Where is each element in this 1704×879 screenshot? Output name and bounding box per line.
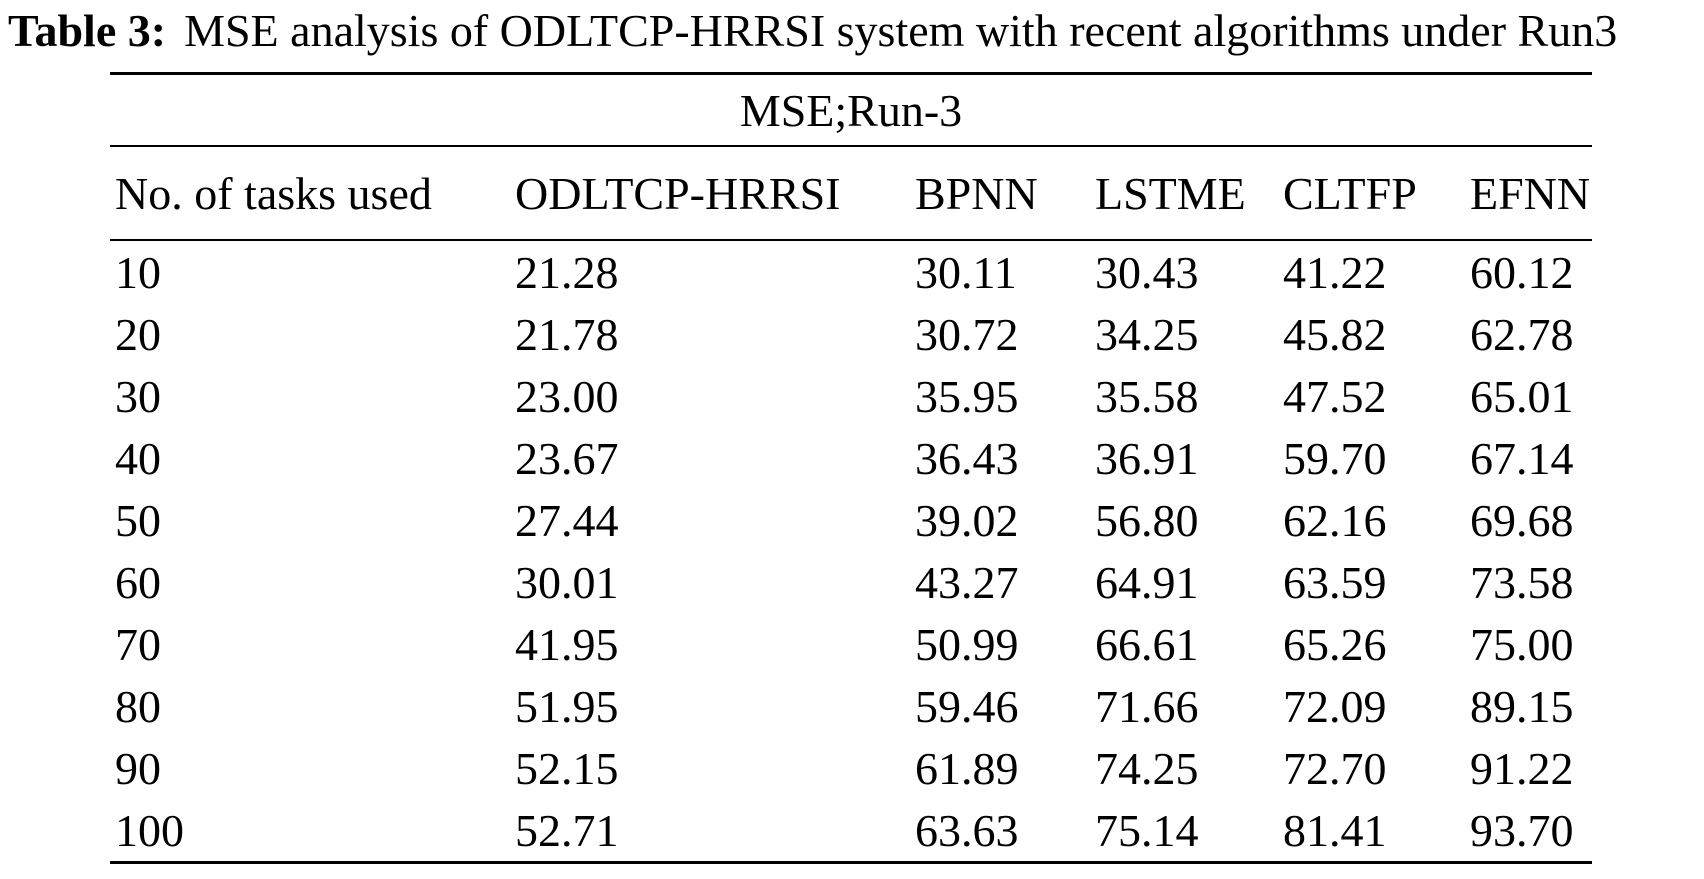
value-cell: 35.95 [915, 370, 1019, 422]
value-cell: 63.63 [915, 799, 1095, 864]
span-header-cell: MSE;Run-3 [110, 72, 1592, 147]
value-cell: 30.01 [515, 556, 619, 608]
mse-table: MSE;Run-3 No. of tasks used ODLTCP-HRRSI B… [110, 72, 1592, 864]
row-label-cell: 60 [115, 556, 161, 608]
table-body: 10 21.28 30.11 30.43 41.22 60.12 20 21.78 30.72 3… [110, 240, 1592, 864]
row-label-cell: 20 [115, 308, 161, 360]
value-cell: 41.22 [1283, 246, 1387, 298]
value-cell: 45.82 [1283, 308, 1387, 360]
span-header-row: MSE;Run-3 [110, 72, 1592, 147]
value-cell: 62.16 [1283, 494, 1387, 546]
column-header-row: No. of tasks used ODLTCP-HRRSI BPNN LSTME CL… [110, 146, 1592, 241]
value-cell: 35.58 [1095, 370, 1199, 422]
value-cell: 50.99 [915, 618, 1019, 670]
table-row: 100 52.71 63.63 75.14 81.41 93.70 [110, 799, 1592, 864]
value-cell: 21.78 [515, 308, 619, 360]
value-cell: 36.43 [915, 432, 1019, 484]
value-cell: 64.91 [1095, 556, 1199, 608]
table-row: 10 21.28 30.11 30.43 41.22 60.12 [110, 240, 1592, 303]
table-row: 30 23.00 35.95 35.58 47.52 65.01 [110, 365, 1592, 427]
value-cell: 34.25 [1095, 308, 1199, 360]
value-cell: 21.28 [515, 246, 619, 298]
value-cell: 39.02 [915, 494, 1019, 546]
value-cell: 89.15 [1470, 680, 1574, 732]
row-label-cell: 80 [115, 680, 161, 732]
table-caption-label: Table 3: [8, 5, 167, 56]
row-label-cell: 40 [115, 432, 161, 484]
value-cell: 62.78 [1470, 308, 1574, 360]
value-cell: 81.41 [1283, 799, 1470, 864]
table-row: 70 41.95 50.99 66.61 65.26 75.00 [110, 613, 1592, 675]
value-cell: 41.95 [515, 618, 619, 670]
row-label-cell: 70 [115, 618, 161, 670]
row-label-cell: 30 [115, 370, 161, 422]
value-cell: 30.11 [915, 246, 1017, 298]
value-cell: 69.68 [1470, 494, 1574, 546]
column-header-bpnn: BPNN [915, 146, 1095, 241]
table-row: 50 27.44 39.02 56.80 62.16 69.68 [110, 489, 1592, 551]
value-cell: 36.91 [1095, 432, 1199, 484]
value-cell: 93.70 [1470, 799, 1592, 864]
value-cell: 65.26 [1283, 618, 1387, 670]
value-cell: 74.25 [1095, 742, 1199, 794]
value-cell: 43.27 [915, 556, 1019, 608]
value-cell: 47.52 [1283, 370, 1387, 422]
column-header-cltfp: CLTFP [1283, 146, 1470, 241]
value-cell: 71.66 [1095, 680, 1199, 732]
row-label-cell: 90 [115, 742, 161, 794]
column-header-lstme: LSTME [1095, 146, 1283, 241]
table-row: 80 51.95 59.46 71.66 72.09 89.15 [110, 675, 1592, 737]
value-cell: 60.12 [1470, 246, 1574, 298]
table-caption: Table 3: MSE analysis of ODLTCP-HRRSI sys… [8, 4, 1704, 58]
value-cell: 73.58 [1470, 556, 1574, 608]
value-cell: 59.70 [1283, 432, 1387, 484]
value-cell: 27.44 [515, 494, 619, 546]
row-label-cell: 50 [115, 494, 161, 546]
table-caption-text: MSE analysis of ODLTCP-HRRSI system with… [184, 5, 1618, 56]
value-cell: 30.43 [1095, 246, 1199, 298]
value-cell: 66.61 [1095, 618, 1199, 670]
column-header-efnn: EFNN [1470, 146, 1592, 241]
value-cell: 51.95 [515, 680, 619, 732]
row-label-cell: 10 [115, 246, 161, 298]
table-row: 20 21.78 30.72 34.25 45.82 62.78 [110, 303, 1592, 365]
value-cell: 65.01 [1470, 370, 1574, 422]
value-cell: 67.14 [1470, 432, 1574, 484]
value-cell: 56.80 [1095, 494, 1199, 546]
row-label-cell: 100 [110, 799, 515, 864]
value-cell: 23.00 [515, 370, 619, 422]
value-cell: 59.46 [915, 680, 1019, 732]
value-cell: 30.72 [915, 308, 1019, 360]
table-row: 40 23.67 36.43 36.91 59.70 67.14 [110, 427, 1592, 489]
column-header-odltcp-hrrsi: ODLTCP-HRRSI [515, 146, 915, 241]
value-cell: 75.00 [1470, 618, 1574, 670]
value-cell: 75.14 [1095, 799, 1283, 864]
value-cell: 63.59 [1283, 556, 1387, 608]
column-header-no-of-tasks-used: No. of tasks used [110, 146, 515, 241]
table-row: 60 30.01 43.27 64.91 63.59 73.58 [110, 551, 1592, 613]
value-cell: 91.22 [1470, 742, 1574, 794]
value-cell: 52.71 [515, 799, 915, 864]
value-cell: 61.89 [915, 742, 1019, 794]
value-cell: 72.09 [1283, 680, 1387, 732]
paper-page: Table 3: MSE analysis of ODLTCP-HRRSI sys… [0, 4, 1704, 879]
value-cell: 23.67 [515, 432, 619, 484]
value-cell: 72.70 [1283, 742, 1387, 794]
value-cell: 52.15 [515, 742, 619, 794]
table-row: 90 52.15 61.89 74.25 72.70 91.22 [110, 737, 1592, 799]
